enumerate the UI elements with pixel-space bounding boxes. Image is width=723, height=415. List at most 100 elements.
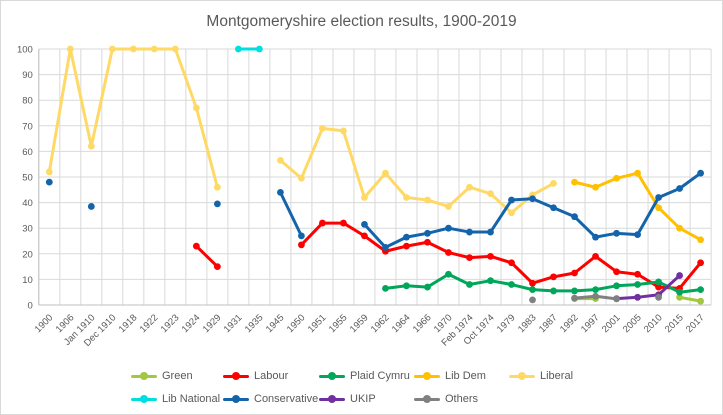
data-point bbox=[613, 282, 620, 290]
data-point bbox=[592, 252, 599, 260]
series-lib-dem bbox=[571, 169, 704, 244]
data-point bbox=[445, 249, 452, 256]
data-point bbox=[403, 233, 410, 241]
data-point bbox=[340, 127, 347, 135]
x-tick-label: 1935 bbox=[243, 312, 266, 335]
y-tick-label: 90 bbox=[22, 70, 33, 81]
data-point bbox=[108, 45, 116, 53]
y-tick-label: 60 bbox=[22, 147, 33, 158]
y-tick-label: 40 bbox=[22, 198, 33, 209]
series-lib-national bbox=[234, 45, 263, 53]
data-point bbox=[697, 286, 704, 294]
x-tick-label: 1924 bbox=[180, 312, 203, 335]
data-point bbox=[571, 294, 578, 302]
data-point bbox=[592, 292, 599, 300]
x-tick-label: 1951 bbox=[306, 312, 329, 335]
data-point bbox=[613, 268, 620, 276]
data-point bbox=[571, 287, 578, 295]
data-point bbox=[192, 242, 200, 250]
data-point bbox=[487, 252, 494, 260]
data-point bbox=[129, 45, 137, 53]
data-point bbox=[634, 231, 641, 239]
y-tick-label: 80 bbox=[22, 96, 33, 107]
data-point bbox=[87, 203, 95, 210]
data-point bbox=[424, 283, 431, 291]
data-point bbox=[697, 297, 704, 305]
data-point bbox=[676, 288, 683, 296]
data-point bbox=[571, 269, 578, 277]
data-point bbox=[361, 232, 368, 240]
data-point bbox=[529, 279, 536, 287]
data-point bbox=[592, 233, 599, 241]
x-tick-label: 1929 bbox=[201, 312, 224, 335]
x-tick-label: 1955 bbox=[327, 312, 350, 335]
data-point bbox=[466, 254, 473, 262]
data-point bbox=[655, 194, 662, 201]
y-tick-label: 70 bbox=[22, 121, 33, 132]
x-tick-label: 1987 bbox=[537, 312, 560, 335]
data-point bbox=[213, 200, 221, 208]
data-point bbox=[403, 194, 410, 201]
y-tick-label: 10 bbox=[22, 275, 33, 286]
data-point bbox=[697, 169, 704, 177]
data-point bbox=[487, 228, 494, 236]
data-point bbox=[382, 244, 389, 251]
x-tick-label: 2015 bbox=[663, 312, 686, 335]
x-tick-label: 1950 bbox=[285, 312, 308, 335]
data-point bbox=[676, 293, 683, 301]
x-tick-label: 1983 bbox=[516, 312, 539, 335]
data-point bbox=[424, 229, 431, 237]
y-tick-label: 50 bbox=[22, 173, 33, 184]
x-tick-label: 1959 bbox=[348, 312, 371, 335]
data-point bbox=[466, 281, 473, 288]
series-plaid-cymru bbox=[382, 270, 704, 296]
data-point bbox=[634, 281, 641, 288]
data-point bbox=[655, 283, 662, 291]
data-point bbox=[550, 180, 557, 187]
data-point bbox=[298, 241, 305, 249]
data-point bbox=[340, 219, 347, 227]
data-point bbox=[529, 296, 536, 304]
data-point bbox=[466, 183, 473, 191]
data-point bbox=[529, 286, 536, 294]
data-point bbox=[298, 232, 305, 240]
y-tick-label: 0 bbox=[28, 301, 33, 312]
data-point bbox=[213, 263, 221, 270]
data-point bbox=[613, 229, 620, 237]
data-point bbox=[613, 295, 620, 303]
data-point bbox=[319, 219, 326, 227]
data-point bbox=[676, 185, 683, 192]
x-tick-label: 1918 bbox=[117, 312, 140, 335]
x-tick-label: 1922 bbox=[138, 312, 161, 335]
x-tick-label: 1997 bbox=[579, 312, 602, 335]
data-point bbox=[508, 209, 515, 217]
data-point bbox=[213, 183, 221, 191]
data-point bbox=[424, 196, 431, 204]
data-point bbox=[613, 174, 620, 182]
data-point bbox=[550, 273, 557, 281]
data-point bbox=[361, 220, 368, 228]
data-point bbox=[445, 270, 452, 278]
y-tick-label: 30 bbox=[22, 224, 33, 235]
data-point bbox=[319, 124, 326, 132]
x-tick-label: 1964 bbox=[390, 312, 413, 335]
y-tick-label: 100 bbox=[17, 45, 33, 56]
data-point bbox=[87, 142, 95, 150]
y-axis-labels: 0 10 20 30 40 50 60 70 80 90 100 bbox=[17, 45, 33, 312]
data-point bbox=[508, 281, 515, 288]
data-point bbox=[550, 287, 557, 295]
data-point bbox=[508, 196, 515, 204]
data-point bbox=[192, 104, 200, 112]
x-tick-label: 2010 bbox=[642, 312, 665, 335]
data-point bbox=[255, 45, 263, 53]
x-tick-label: 1931 bbox=[222, 312, 245, 335]
data-point bbox=[424, 238, 431, 246]
data-point bbox=[171, 45, 179, 53]
data-point bbox=[529, 195, 536, 203]
data-point bbox=[655, 278, 662, 286]
data-point bbox=[655, 204, 662, 212]
data-point bbox=[676, 272, 683, 279]
